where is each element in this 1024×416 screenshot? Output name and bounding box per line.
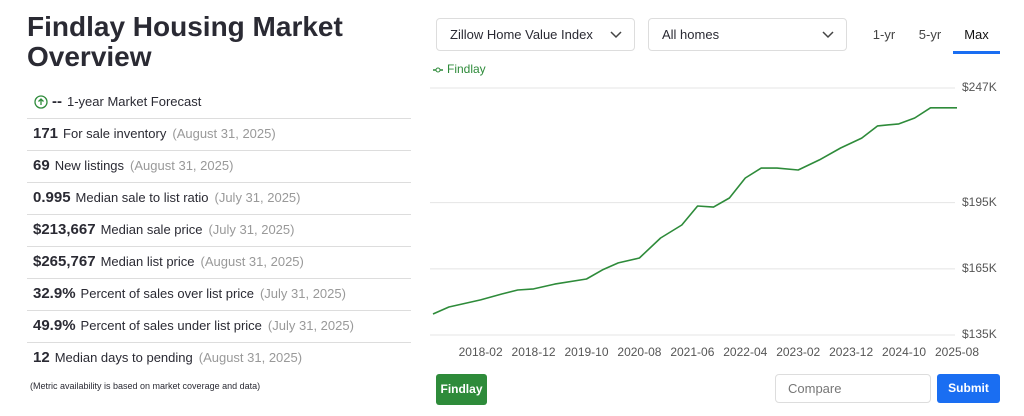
metric-value: 12 — [33, 349, 50, 366]
metric-label: Percent of sales over list price — [80, 286, 254, 301]
metric-value: $213,667 — [33, 221, 96, 238]
metric-label: Percent of sales under list price — [80, 318, 262, 333]
metric-value: 171 — [33, 125, 59, 142]
x-tick-label: 2021-06 — [670, 345, 714, 359]
metric-value: 32.9% — [33, 285, 76, 302]
chevron — [822, 31, 834, 39]
region-button[interactable]: Findlay — [436, 374, 487, 405]
x-tick-label: 2018-12 — [512, 345, 556, 359]
select-text: Zillow Home Value Index — [450, 27, 593, 42]
page-title: Findlay Housing Market Overview — [27, 11, 343, 72]
metric-label: Median sale price — [100, 222, 203, 237]
up-icon — [34, 95, 48, 109]
home-select[interactable]: All homes — [648, 18, 847, 51]
note: (Metric availability is based on market … — [30, 381, 261, 391]
metric-row: $265,767 Median list price (August 31, 202… — [27, 246, 411, 279]
forecast-label: 1-year Market Forecast — [67, 94, 202, 109]
x-tick-label: 2022-04 — [723, 345, 767, 359]
y-tick-label: $195K — [962, 195, 997, 209]
x-tick-label: 2025-08 — [935, 345, 979, 359]
metric-date: (August 31, 2025) — [130, 158, 234, 173]
metric-date: (August 31, 2025) — [172, 126, 276, 141]
metric-row: 69 New listings (August 31, 2025) — [27, 150, 411, 183]
legend-label: Findlay — [447, 62, 486, 76]
metric-date: (August 31, 2025) — [198, 350, 303, 365]
metric-row: 32.9% Percent of sales over list price (Ju… — [27, 278, 411, 311]
index-select[interactable]: Zillow Home Value Index — [436, 18, 635, 51]
metric-value: $265,767 — [33, 253, 96, 270]
y-tick-label: $135K — [962, 327, 997, 341]
metric-label: New listings — [54, 158, 125, 173]
metric-row: 0.995 Median sale to list ratio (July 31, … — [27, 182, 411, 215]
y-tick-label: $165K — [962, 261, 997, 275]
x-tick-label: 2023-12 — [829, 345, 873, 359]
metric-label: Median days to pending — [54, 350, 193, 365]
metric-label: For sale inventory — [63, 126, 167, 141]
metric-date: (July 31, 2025) — [267, 318, 354, 333]
metric-date: (August 31, 2025) — [200, 254, 304, 269]
metric-value: 69 — [33, 157, 50, 174]
metric-row: 171 For sale inventory (August 31, 2025) — [27, 118, 411, 151]
x-tick-label: 2019-10 — [564, 345, 608, 359]
metric-date: (July 31, 2025) — [214, 190, 301, 205]
range-button[interactable]: 5-yr — [918, 27, 942, 42]
metric-value: 0.995 — [33, 189, 71, 206]
x-tick-label: 2023-02 — [776, 345, 820, 359]
range-button[interactable]: Max — [953, 18, 1000, 54]
legend-marker — [435, 67, 441, 73]
chevron — [610, 31, 622, 39]
metric-date: (July 31, 2025) — [208, 222, 295, 237]
range-button[interactable]: 1-yr — [872, 27, 896, 42]
metric-label: Median list price — [100, 254, 195, 269]
metric-date: (July 31, 2025) — [259, 286, 346, 301]
metric-label: Median sale to list ratio — [75, 190, 209, 205]
forecast-value: -- — [52, 93, 62, 110]
forecast-row: -- 1-year Market Forecast — [27, 86, 411, 119]
metric-row: 49.9% Percent of sales under list price (J… — [27, 310, 411, 343]
y-tick-label: $247K — [962, 80, 997, 94]
metric-value: 49.9% — [33, 317, 76, 334]
select-text: All homes — [662, 27, 720, 42]
submit-button[interactable]: Submit — [937, 374, 1000, 403]
line — [432, 107, 957, 315]
x-tick-label: 2024-10 — [882, 345, 926, 359]
x-tick-label: 2020-08 — [617, 345, 661, 359]
metric-row: 12 Median days to pending (August 31, 2025… — [27, 342, 411, 374]
x-tick-label: 2018-02 — [459, 345, 503, 359]
metric-row: $213,667 Median sale price (July 31, 2025) — [27, 214, 411, 247]
compare-input[interactable]: Compare — [775, 374, 931, 403]
